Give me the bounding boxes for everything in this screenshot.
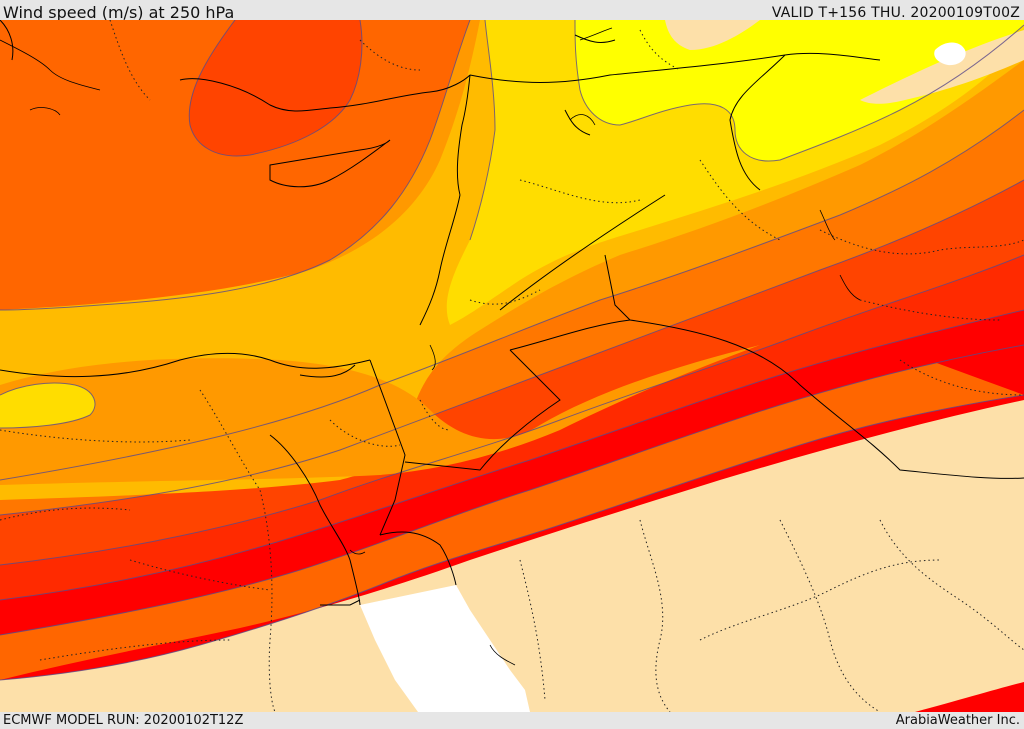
- contour-lines: [0, 20, 1024, 681]
- band-red-orange-patch: [189, 20, 362, 156]
- land-top-patch: [665, 20, 760, 50]
- land-lake-top-right: [934, 42, 966, 66]
- coast-details: [0, 27, 861, 666]
- country-borders: [0, 20, 1024, 606]
- credit: ArabiaWeather Inc.: [895, 713, 1020, 728]
- band-orange-light-tongue: [0, 345, 760, 485]
- land-top-right: [860, 30, 1024, 104]
- province-borders: [0, 20, 1024, 712]
- model-run: ECMWF MODEL RUN: 20200102T12Z: [3, 713, 244, 728]
- header-bar: [0, 0, 1024, 20]
- band-yellow: [575, 20, 1024, 161]
- valid-time: VALID T+156 THU. 20200109T00Z: [771, 5, 1020, 21]
- red-sea: [360, 585, 530, 712]
- map-title: Wind speed (m/s) at 250 hPa: [3, 3, 235, 22]
- wind-speed-map: [0, 20, 1024, 712]
- footer-bar: [0, 712, 1024, 729]
- band-gold-left: [0, 383, 95, 428]
- band-red-bottom-right: [915, 682, 1024, 712]
